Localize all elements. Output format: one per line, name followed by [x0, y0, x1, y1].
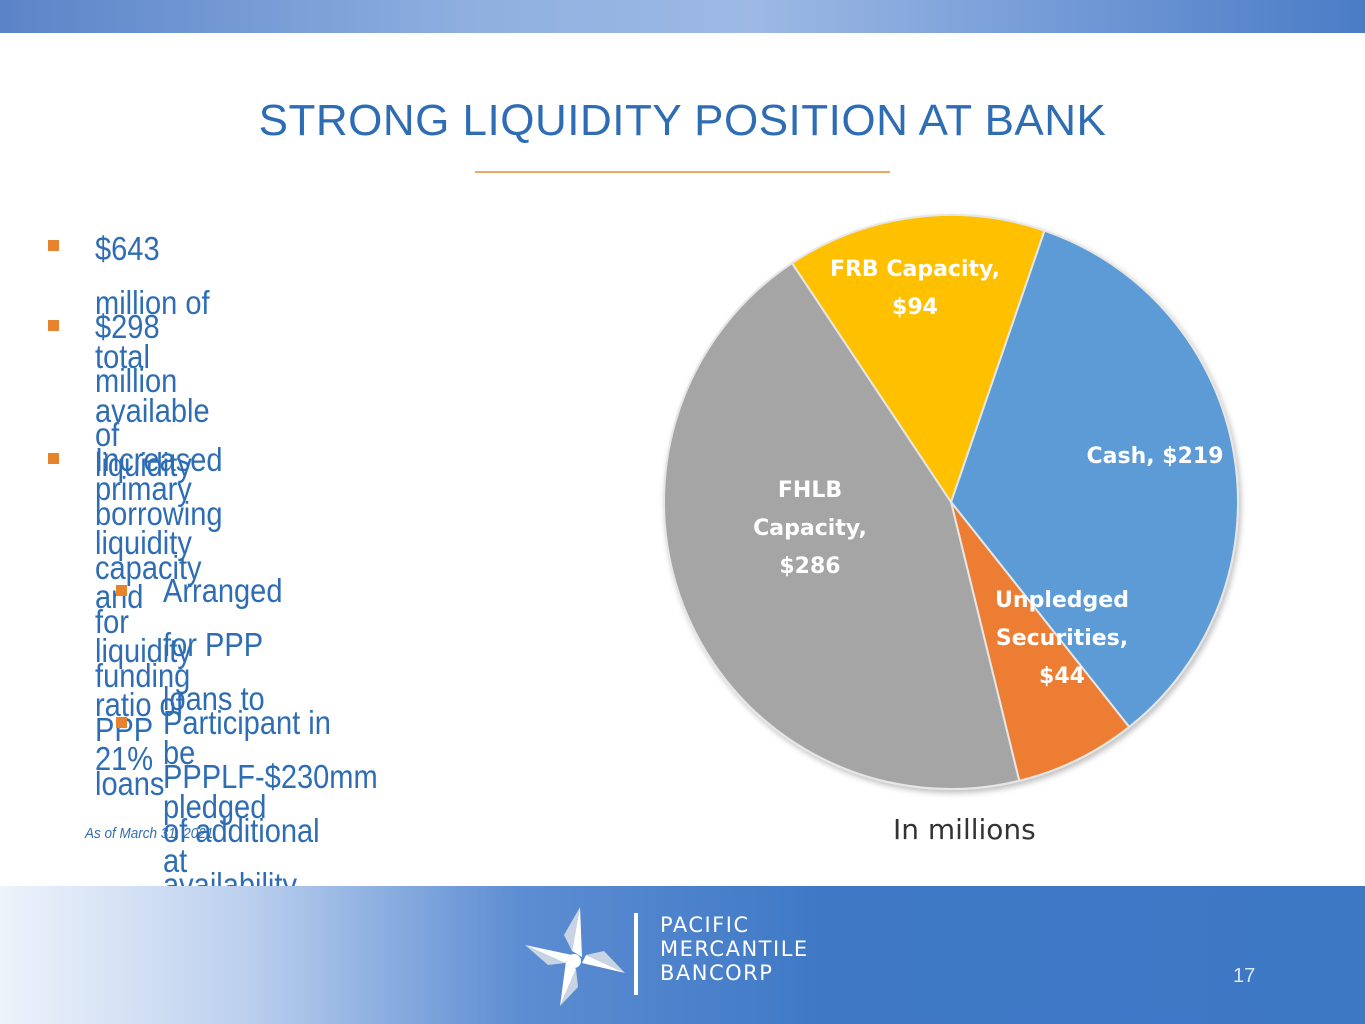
bullet-2: $298 million of primary liquidity and li…	[95, 300, 192, 786]
pie-label-line: $286	[779, 554, 840, 579]
pie-label-unpledged-securities: Unpledged Securities, $44	[995, 588, 1129, 689]
pacific-mercantile-logo-icon	[525, 907, 625, 1006]
pie-label-line: Securities,	[996, 626, 1128, 651]
company-name-line-2: MERCANTILE	[660, 937, 809, 961]
bullet-2-line-1: $298 million of primary liquidity and	[95, 308, 192, 615]
sub-bullet-2: Participant in PPPLF-$230mm of additiona…	[163, 696, 378, 912]
top-banner	[0, 0, 1365, 33]
title-underline	[475, 171, 890, 173]
pie-label-line: FHLB	[778, 478, 842, 503]
pie-label-frb-capacity: FRB Capacity, $94	[830, 257, 1000, 320]
pie-label-line: Unpledged	[995, 588, 1129, 613]
company-name-line-3: BANCORP	[660, 961, 774, 985]
sub-bullet-1-line-1: Arranged for PPP loans to be	[163, 572, 283, 771]
bullet-1: $643 million of total available liquidit…	[95, 222, 210, 492]
chart-unit-note: In millions	[893, 813, 1036, 846]
pie-slice-cash	[949, 229, 1239, 729]
pie-slice-unpledged-securities	[950, 501, 1131, 782]
bullet-3: Increased borrowing capacity for funding…	[95, 433, 223, 811]
bullet-marker	[48, 320, 59, 331]
pie-label-line: Capacity,	[753, 516, 867, 541]
company-name: PACIFIC MERCANTILE BANCORP	[660, 913, 809, 985]
bullet-2-line-2: liquidity ratio of 21%	[95, 632, 192, 777]
sub-bullet-2-line-1: Participant in PPPLF-$230mm	[163, 704, 378, 795]
page-number: 17	[1233, 965, 1256, 987]
sub-bullet-marker	[116, 717, 127, 728]
sub-bullet-marker	[116, 585, 127, 596]
pie-label-line: FRB Capacity,	[830, 257, 1000, 282]
liquidity-pie-chart: Cash, $219 Unpledged Securities, $44 FHLB Cap…	[663, 214, 1239, 790]
page-title: STRONG LIQUIDITY POSITION AT BANK	[258, 96, 1107, 145]
logo-divider	[634, 913, 638, 995]
company-name-line-1: PACIFIC	[660, 913, 750, 937]
pie-slice-fhlb-capacity	[663, 261, 1021, 790]
bullet-3-line-2: funding PPP loans	[95, 657, 191, 802]
as-of-date-footnote: As of March 31, 2021	[85, 825, 214, 842]
pie-label-line: $44	[1039, 664, 1085, 689]
pie-label-line: $94	[892, 295, 938, 320]
footer-banner	[0, 886, 1365, 1024]
pie-label-fhlb-capacity: FHLB Capacity, $286	[753, 478, 867, 579]
pie-slice-frb-capacity	[790, 214, 1046, 505]
pie-label-line: Cash, $219	[1087, 444, 1224, 469]
bullet-marker	[48, 453, 59, 464]
bullet-3-line-1: Increased borrowing capacity for	[95, 441, 223, 640]
bullet-1-line-1: $643 million of total available liquidit…	[95, 230, 210, 483]
bullet-marker	[48, 240, 59, 251]
pie-label-cash: Cash, $219	[1087, 444, 1224, 469]
